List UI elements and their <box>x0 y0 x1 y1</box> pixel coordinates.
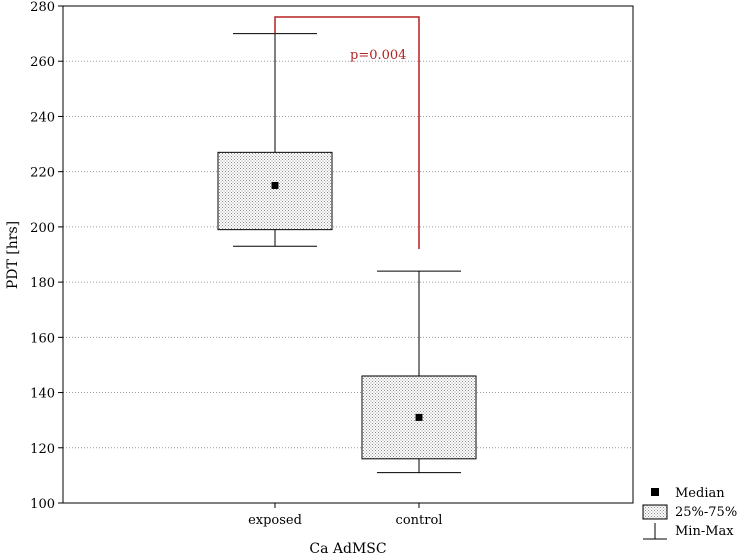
legend-median-swatch <box>651 488 659 496</box>
y-tick-label: 200 <box>30 221 55 236</box>
legend: Median 25%-75% Min-Max <box>642 486 737 540</box>
y-tick-label: 240 <box>30 110 55 125</box>
y-axis: 100 120 140 160 180 200 220 240 260 280 <box>30 0 63 512</box>
gridlines <box>63 60 633 449</box>
legend-iqr-swatch <box>642 504 668 520</box>
y-tick-label: 260 <box>30 55 55 70</box>
x-axis: exposed control <box>248 503 442 528</box>
y-tick-label: 160 <box>30 331 55 346</box>
y-tick-label: 220 <box>30 166 55 181</box>
y-tick-label: 100 <box>30 497 55 512</box>
legend-median-label: Median <box>675 486 725 501</box>
p-value-label: p=0.004 <box>350 48 406 63</box>
median-marker <box>271 181 279 189</box>
significance-annotation: p=0.004 <box>274 16 420 249</box>
plot-frame <box>62 5 634 504</box>
x-tick-label: exposed <box>248 513 302 528</box>
x-tick-label: control <box>396 513 443 528</box>
x-axis-label: Ca AdMSC <box>309 541 386 557</box>
y-tick-label: 280 <box>30 0 55 15</box>
box-series <box>217 33 477 474</box>
iqr-box <box>217 151 333 231</box>
significance-bracket <box>274 16 420 249</box>
y-tick-label: 140 <box>30 387 55 402</box>
y-axis-label: PDT [hrs] <box>5 221 21 289</box>
legend-minmax-label: Min-Max <box>675 524 734 539</box>
y-tick-label: 180 <box>30 276 55 291</box>
median-marker <box>415 413 423 421</box>
legend-iqr-label: 25%-75% <box>675 505 737 520</box>
y-tick-label: 120 <box>30 442 55 457</box>
